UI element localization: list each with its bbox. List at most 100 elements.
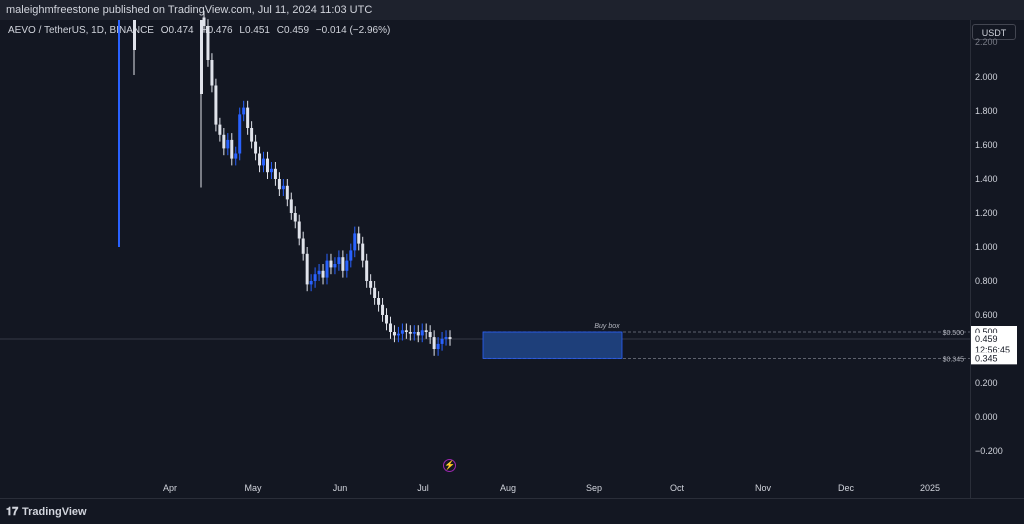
candle-body — [373, 287, 377, 298]
candle-body — [277, 179, 281, 190]
y-tick-label: 0.600 — [975, 310, 998, 320]
x-tick-label: Jul — [417, 483, 429, 493]
candle-body — [412, 332, 416, 334]
candle-body — [258, 153, 262, 166]
y-tick-label: 1.600 — [975, 140, 998, 150]
candle-body — [206, 26, 210, 60]
tradingview-logo-icon: 𝟏𝟕 — [6, 506, 19, 518]
candle-body — [269, 168, 273, 173]
candle-body — [400, 330, 404, 334]
candle-body — [337, 257, 341, 264]
candle-spike — [133, 20, 136, 50]
candle-body — [230, 139, 234, 159]
x-tick-label: Sep — [586, 483, 602, 493]
candle-body — [254, 141, 258, 154]
y-tick-label: 2.000 — [975, 72, 998, 82]
candle-body — [349, 250, 353, 261]
level-label-upper: $0.500 — [943, 330, 965, 337]
price-scale-divider — [970, 20, 971, 498]
candle-body — [293, 213, 297, 222]
candle-body — [305, 253, 309, 285]
price-tag-countdown: 12:56:45 — [975, 345, 1010, 355]
candle-body — [357, 233, 361, 244]
candle-body — [289, 199, 293, 213]
candle-body — [281, 185, 285, 190]
price-tag-box-bottom: 0.345 — [975, 353, 998, 363]
price-tag-box-top: 0.500 — [975, 327, 998, 337]
candle-body — [432, 337, 436, 349]
candle-body — [238, 114, 242, 154]
symbol-name[interactable]: AEVO / TetherUS, 1D, BINANCE — [8, 25, 154, 36]
candle-body — [369, 281, 373, 288]
candle-body — [250, 128, 254, 142]
candle-body — [353, 233, 357, 251]
candle-body — [273, 168, 277, 179]
ohlc-high: H0.476 — [200, 25, 233, 36]
y-tick-label: 0.800 — [975, 276, 998, 286]
candle-body — [444, 337, 448, 339]
candle-body — [388, 323, 392, 332]
candle-body — [301, 238, 305, 254]
candle-body — [377, 298, 381, 305]
candle-body — [381, 304, 385, 315]
candle-body — [345, 260, 349, 271]
candle-body — [222, 134, 226, 149]
price-tag-box-bottom-bg — [971, 352, 1017, 365]
candle-body — [226, 139, 230, 149]
candle-body — [448, 337, 452, 339]
candle-body — [242, 107, 246, 115]
footer-brand: TradingView — [22, 506, 87, 518]
candle-body — [317, 270, 321, 275]
ohlc-change: −0.014 (−2.96%) — [315, 25, 391, 36]
candle-body — [341, 257, 345, 271]
x-tick-label: Jun — [333, 483, 348, 493]
currency-button[interactable]: USDT — [972, 24, 1016, 40]
x-tick-label: Dec — [838, 483, 855, 493]
y-tick-label: 0.000 — [975, 412, 998, 422]
y-tick-label: 1.400 — [975, 174, 998, 184]
candle-body — [210, 60, 214, 86]
candle-body — [262, 158, 266, 166]
candle-body — [420, 330, 424, 336]
candle-body — [309, 281, 313, 285]
candle-body — [265, 158, 269, 173]
candle-body — [202, 17, 206, 26]
candle-body — [424, 330, 428, 332]
x-tick-label: Nov — [755, 483, 772, 493]
y-tick-label: 1.800 — [975, 106, 998, 116]
candle-body — [297, 221, 301, 239]
ohlc-open: O0.474 — [160, 25, 194, 36]
y-tick-label-partial: 2.200 — [975, 37, 998, 47]
y-tick-label: 0.200 — [975, 378, 998, 388]
ideas-bolt-icon[interactable]: ⚡ — [443, 459, 456, 472]
candle-body — [333, 264, 337, 268]
candle-body — [440, 338, 444, 344]
candle-body — [392, 332, 396, 336]
y-tick-label: −0.200 — [975, 446, 1003, 456]
level-label-lower: $0.345 — [943, 356, 965, 363]
x-tick-label: Aug — [500, 483, 516, 493]
candle-body — [408, 332, 412, 334]
y-tick-label: 1.000 — [975, 242, 998, 252]
price-chart[interactable]: 2.000 1.800 1.600 1.400 1.200 1.000 0.800 0.600… — [0, 0, 1024, 498]
footer: 𝟏𝟕 TradingView — [0, 498, 1024, 524]
x-tick-label: Apr — [163, 483, 177, 493]
candle-body — [321, 270, 325, 278]
buy-box-zone[interactable] — [482, 331, 623, 359]
publish-header: maleighmfreestone published on TradingVi… — [0, 0, 1024, 20]
x-tick-label: Oct — [670, 483, 685, 493]
candle-body — [428, 332, 432, 338]
candle-body — [214, 85, 218, 125]
ohlc-close: C0.459 — [276, 25, 310, 36]
candle-body — [396, 333, 400, 336]
candle-body — [329, 260, 333, 268]
candle-body — [218, 124, 222, 135]
price-tag-last-bg — [971, 332, 1017, 345]
candle-body — [234, 153, 238, 159]
candle-body — [325, 260, 329, 278]
candle-body — [436, 343, 440, 349]
candle-body — [416, 332, 420, 336]
candle-body — [313, 274, 317, 281]
candle-spike — [200, 20, 203, 94]
symbol-legend: AEVO / TetherUS, 1D, BINANCE O0.474 H0.4… — [8, 25, 394, 36]
